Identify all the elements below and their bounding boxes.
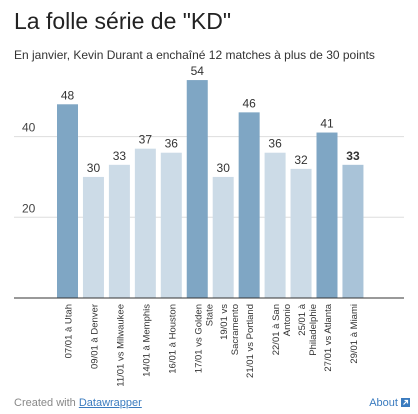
bar-value-label: 33 [113,149,127,163]
x-tick-label: 14/01 à Memphis [141,304,152,377]
bar-value-label: 41 [320,117,334,131]
footer-credit: Created with Datawrapper [14,397,142,409]
arrow-up-right-icon [401,398,410,407]
x-tick-label: 19/01 vsSacramento [219,304,241,355]
bar [186,80,208,298]
x-tick-label: 21/01 vs Portland [245,304,256,378]
bar [212,176,234,298]
bar-value-label: 54 [191,64,205,78]
bar-value-label: 48 [61,88,75,102]
bar-value-label: 30 [217,161,231,175]
bar [160,152,182,298]
bar [134,148,156,298]
chart-subtitle: En janvier, Kevin Durant a enchaîné 12 m… [14,48,375,62]
bar [342,164,364,298]
x-tick-label: 17/01 vs GoldenState [193,304,215,373]
about-label[interactable]: About [369,397,398,409]
x-tick-label: 29/01 à Miami [349,304,360,364]
x-tick-label: 09/01 à Denver [89,304,100,369]
bar-value-label: 33 [346,149,360,163]
x-tick-label: 07/01 à Utah [64,304,75,358]
bar-value-label: 30 [87,161,101,175]
bar-value-label: 36 [165,137,179,151]
about-link[interactable]: About [369,397,410,409]
y-tick-label: 40 [22,121,36,135]
bar [290,168,312,298]
x-tick-label: 27/01 vs Atlanta [323,303,334,371]
bar [82,176,104,298]
x-tick-label: 22/01 à SanAntonio [271,304,293,355]
bar-value-label: 46 [242,96,256,110]
created-with-label: Created with [14,397,76,409]
chart-title: La folle série de "KD" [14,8,232,34]
bar [238,112,260,298]
bar-value-label: 36 [268,137,282,151]
bar [316,132,338,298]
bar [264,152,286,298]
bar-value-label: 37 [139,133,153,147]
bar [108,164,130,298]
bar [57,104,78,299]
datawrapper-link[interactable]: Datawrapper [78,397,142,409]
y-tick-label: 20 [22,201,36,215]
x-tick-label: 16/01 à Houston [167,304,178,374]
bar-value-label: 32 [294,153,308,167]
x-tick-label: 11/01 vs Milwaukee [115,304,126,387]
x-tick-label: 25/01 àPhiladelphie [297,303,319,355]
